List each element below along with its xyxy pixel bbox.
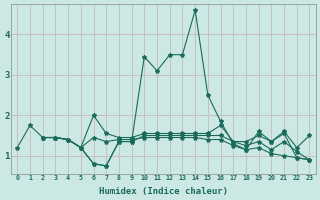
X-axis label: Humidex (Indice chaleur): Humidex (Indice chaleur) [99,187,228,196]
